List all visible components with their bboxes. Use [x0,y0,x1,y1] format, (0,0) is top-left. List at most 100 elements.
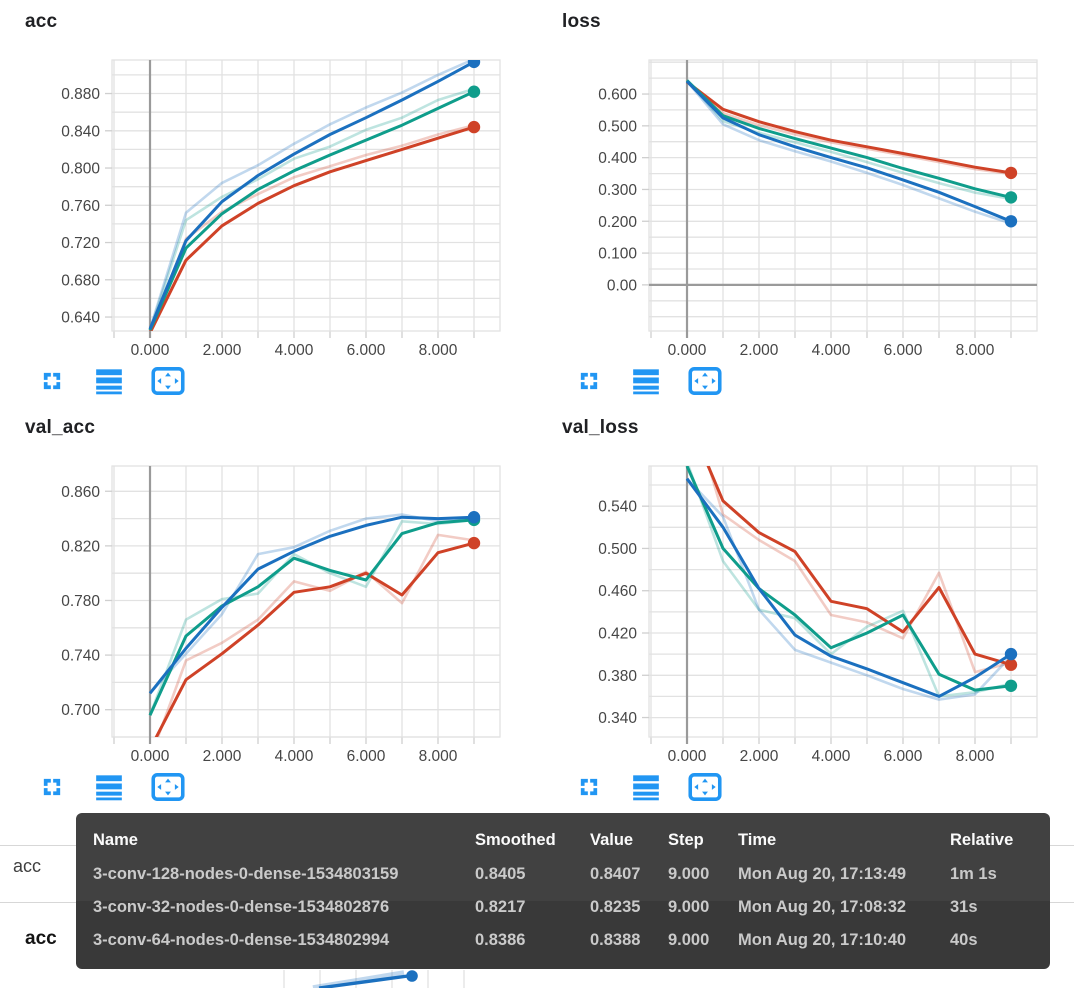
svg-text:0.000: 0.000 [668,342,707,359]
fullscreen-icon[interactable] [37,367,67,395]
svg-text:6.000: 6.000 [884,342,923,359]
column-header-smoothed: Smoothed [475,831,556,849]
run-name: 3-conv-64-nodes-0-dense-1534802994 [93,924,475,957]
column-header-relative: Relative [950,831,1014,849]
run-step: 9.000 [668,898,710,916]
run-smoothed-value: 0.8217 [475,898,526,916]
svg-text:4.000: 4.000 [275,342,314,359]
page-title: loss [562,11,601,32]
page-title: val_loss [562,417,639,438]
svg-text:0.780: 0.780 [61,593,100,610]
svg-text:8.000: 8.000 [419,342,458,359]
svg-text:0.600: 0.600 [598,87,637,104]
run-tooltip-table: Name Smoothed Value Step Time Relative 3… [76,813,1050,957]
fullscreen-icon[interactable] [574,367,604,395]
page-title: acc [25,11,58,32]
chart-canvas-val-acc[interactable]: 0.700 0.740 0.780 0.820 0.860 0.000 2.000 4.000… [0,406,537,771]
run-name: 3-conv-128-nodes-0-dense-1534803159 [93,858,475,891]
run-smoothed-value: 0.8405 [475,865,526,883]
section-header-fragment: acc [13,856,42,876]
page-title: val_acc [25,417,96,438]
fullscreen-icon[interactable] [37,773,67,801]
svg-text:0.740: 0.740 [61,648,100,665]
fit-domain-icon[interactable] [151,366,185,396]
svg-text:0.680: 0.680 [61,272,100,289]
svg-text:0.000: 0.000 [668,748,707,765]
svg-text:0.000: 0.000 [131,342,170,359]
runs-toggle-icon[interactable] [94,773,124,801]
runs-toggle-icon[interactable] [94,367,124,395]
run-value: 0.8407 [590,865,641,883]
svg-text:2.000: 2.000 [203,342,242,359]
svg-text:2.000: 2.000 [740,748,779,765]
chart-card-val-loss: 0.340 0.380 0.420 0.460 0.500 0.540 0.000 2.000… [537,406,1074,806]
svg-text:2.000: 2.000 [203,748,242,765]
chart-toolbar [574,366,722,397]
column-header-value: Value [590,831,634,849]
svg-text:0.540: 0.540 [598,499,637,516]
svg-text:0.500: 0.500 [598,118,637,135]
run-value: 0.8235 [590,898,641,916]
svg-text:0.500: 0.500 [598,541,637,558]
chart-toolbar [37,772,185,803]
fit-domain-icon[interactable] [688,366,722,396]
svg-text:0.000: 0.000 [131,748,170,765]
partial-chart-fragment [0,970,1074,991]
run-time: Mon Aug 20, 17:10:40 [738,931,907,949]
svg-text:0.860: 0.860 [61,484,100,501]
svg-text:8.000: 8.000 [956,748,995,765]
svg-text:0.400: 0.400 [598,150,637,167]
svg-text:0.820: 0.820 [61,538,100,555]
svg-text:0.840: 0.840 [61,123,100,140]
column-header-step: Step [668,831,704,849]
svg-text:0.460: 0.460 [598,583,637,600]
chart-canvas-val-loss[interactable]: 0.340 0.380 0.420 0.460 0.500 0.540 0.000 2.000… [537,406,1074,771]
runs-toggle-icon[interactable] [631,773,661,801]
run-relative-time: 31s [950,898,978,916]
run-time: Mon Aug 20, 17:13:49 [738,865,907,883]
run-name: 3-conv-32-nodes-0-dense-1534802876 [93,891,475,924]
fullscreen-icon[interactable] [574,773,604,801]
svg-text:2.000: 2.000 [740,342,779,359]
chart-card-val-acc: 0.700 0.740 0.780 0.820 0.860 0.000 2.000 4.000… [0,406,537,806]
run-relative-time: 1m 1s [950,865,997,883]
chart-toolbar [574,772,722,803]
svg-text:0.720: 0.720 [61,235,100,252]
chart-canvas-acc[interactable]: 0.640 0.680 0.720 0.760 0.800 0.840 0.880 0.000… [0,0,537,365]
svg-text:6.000: 6.000 [347,748,386,765]
svg-text:6.000: 6.000 [884,748,923,765]
svg-text:6.000: 6.000 [347,342,386,359]
svg-text:0.340: 0.340 [598,710,637,727]
chart-title-fragment: acc [25,928,57,949]
chart-card-loss: 0.00 0.100 0.200 0.300 0.400 0.500 0.600 0.000 2… [537,0,1074,400]
svg-text:4.000: 4.000 [275,748,314,765]
svg-text:0.100: 0.100 [598,246,637,263]
run-step: 9.000 [668,931,710,949]
column-header-name: Name [93,831,138,849]
fit-domain-icon[interactable] [688,772,722,802]
chart-canvas-loss[interactable]: 0.00 0.100 0.200 0.300 0.400 0.500 0.600 0.000 2… [537,0,1074,365]
run-step: 9.000 [668,865,710,883]
svg-text:0.640: 0.640 [61,310,100,327]
fit-domain-icon[interactable] [151,772,185,802]
svg-text:8.000: 8.000 [956,342,995,359]
svg-text:0.300: 0.300 [598,182,637,199]
svg-text:0.00: 0.00 [607,277,638,294]
chart-toolbar [37,366,185,397]
svg-text:0.380: 0.380 [598,668,637,685]
svg-text:8.000: 8.000 [419,748,458,765]
run-value: 0.8388 [590,931,641,949]
runs-toggle-icon[interactable] [631,367,661,395]
run-tooltip: Name Smoothed Value Step Time Relative 3… [76,813,1050,969]
run-smoothed-value: 0.8386 [475,931,526,949]
chart-card-acc: 0.640 0.680 0.720 0.760 0.800 0.840 0.880 0.000… [0,0,537,400]
run-relative-time: 40s [950,931,978,949]
svg-text:0.880: 0.880 [61,86,100,103]
svg-text:0.420: 0.420 [598,625,637,642]
svg-text:4.000: 4.000 [812,748,851,765]
svg-text:0.800: 0.800 [61,161,100,178]
svg-text:0.760: 0.760 [61,198,100,215]
svg-text:0.700: 0.700 [61,702,100,719]
run-time: Mon Aug 20, 17:08:32 [738,898,907,916]
